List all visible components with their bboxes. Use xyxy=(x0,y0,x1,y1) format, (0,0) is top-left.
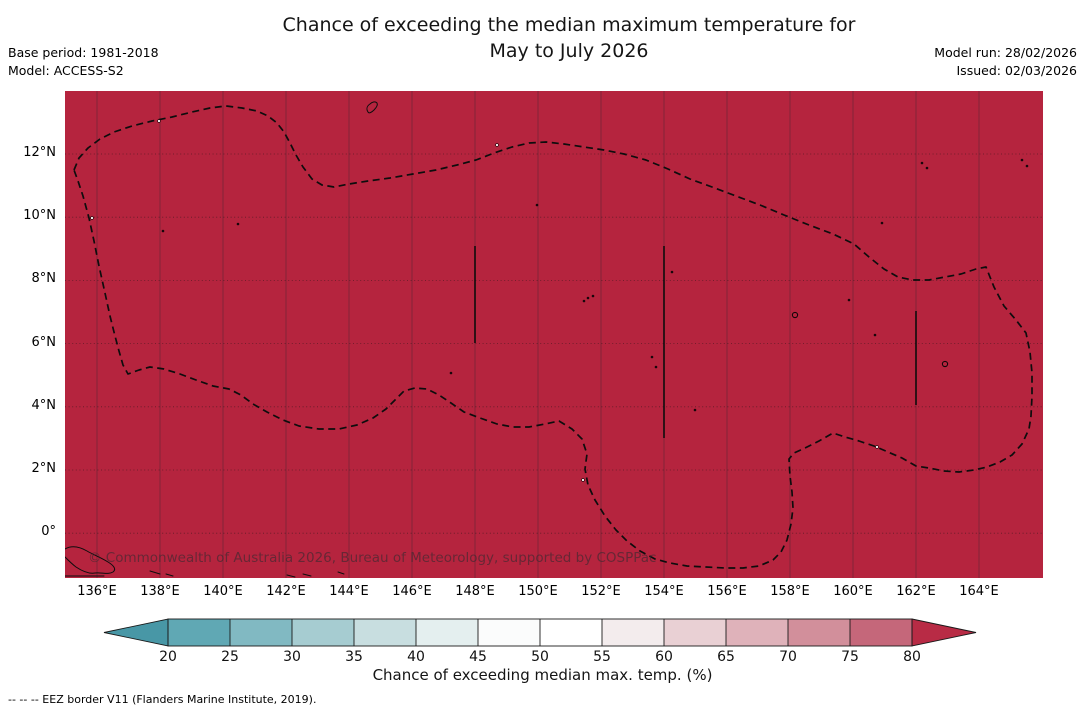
x-axis-tick-label: 158°E xyxy=(770,584,810,599)
island-dot xyxy=(670,270,674,274)
probability-map xyxy=(65,91,1043,578)
map-ocean-fill xyxy=(65,91,1043,578)
meta-right: Model run: 28/02/2026 Issued: 02/03/2026 xyxy=(934,44,1077,79)
colorbar-segment xyxy=(664,619,726,646)
island-dot xyxy=(925,166,929,170)
x-axis-tick-label: 138°E xyxy=(140,584,180,599)
colorbar-tick-label: 75 xyxy=(841,649,859,665)
island-dot xyxy=(535,203,539,207)
coastline-outline xyxy=(65,570,174,577)
island-dot xyxy=(449,371,453,375)
colorbar-tick-label: 65 xyxy=(717,649,735,665)
colorbar-segment xyxy=(602,619,664,646)
colorbar-tick-label: 60 xyxy=(655,649,673,665)
island-dot xyxy=(582,299,586,303)
colorbar-tick-label: 35 xyxy=(345,649,363,665)
model-run-text: Model run: 28/02/2026 xyxy=(934,45,1077,60)
x-axis-tick-label: 136°E xyxy=(77,584,117,599)
colorbar-segment xyxy=(292,619,354,646)
colorbar-segment xyxy=(788,619,850,646)
y-axis-tick-label: 4°N xyxy=(31,397,57,413)
issued-text: Issued: 02/03/2026 xyxy=(956,62,1078,78)
title-line-2: May to July 2026 xyxy=(489,40,649,63)
colorbar: 20 25 30 35 40 45 50 55 60 65 70 75 80 xyxy=(103,618,977,665)
x-axis-tick-label: 160°E xyxy=(833,584,873,599)
island-dot xyxy=(873,333,877,337)
island-dot xyxy=(875,445,879,449)
island-dot xyxy=(1025,164,1029,168)
base-period-text: Base period: 1981-2018 xyxy=(8,45,159,60)
colorbar-segment xyxy=(354,619,416,646)
y-axis-tick-label: 10°N xyxy=(23,208,56,224)
y-axis-tick-label: 0° xyxy=(41,524,56,540)
colorbar-tick-label: 30 xyxy=(283,649,301,665)
colorbar-tick-label: 70 xyxy=(779,649,797,665)
colorbar-tick-label: 40 xyxy=(407,649,425,665)
island-dot xyxy=(495,143,499,147)
colorbar-segment xyxy=(230,619,292,646)
model-text: Model: ACCESS-S2 xyxy=(8,62,124,78)
colorbar-segment xyxy=(850,619,912,646)
colorbar-segment xyxy=(168,619,230,646)
island-dot xyxy=(880,221,884,225)
meta-left: Base period: 1981-2018 Model: ACCESS-S2 xyxy=(8,44,159,79)
colorbar-caption: Chance of exceeding median max. temp. (%… xyxy=(372,666,713,684)
island-dot xyxy=(161,229,165,233)
y-axis-tick-label: 2°N xyxy=(31,461,57,476)
eez-source-footnote: -- -- -- EEZ border V11 (Flanders Marine… xyxy=(8,693,317,706)
colorbar-tick-label: 45 xyxy=(469,649,487,665)
x-axis-tick-label: 146°E xyxy=(392,584,432,599)
y-axis-tick-label: 8°N xyxy=(31,271,57,287)
x-axis-tick-label: 162°E xyxy=(896,584,936,599)
colorbar-segment xyxy=(540,619,602,646)
coastline-outline xyxy=(65,546,116,574)
colorbar-segment xyxy=(478,619,540,646)
island-dot xyxy=(1020,158,1024,162)
island-dot xyxy=(591,294,595,298)
x-axis-tick-label: 140°E xyxy=(203,584,243,599)
colorbar-segment xyxy=(726,619,788,646)
eez-border-dashed xyxy=(73,105,1033,569)
colorbar-tick-label: 25 xyxy=(221,649,239,665)
island-dot xyxy=(693,408,697,412)
island-dot xyxy=(90,216,94,220)
x-axis-tick-label: 152°E xyxy=(581,584,621,599)
island-ring xyxy=(941,360,949,368)
x-axis-tick-label: 150°E xyxy=(518,584,558,599)
y-axis-tick-label: 12°N xyxy=(23,145,56,160)
title-line-1: Chance of exceeding the median maximum t… xyxy=(282,14,856,36)
colorbar-tick-label: 50 xyxy=(531,649,549,665)
island-dot xyxy=(654,365,658,369)
colorbar-tick-label: 55 xyxy=(593,649,611,665)
copyright-watermark: © Commonwealth of Australia 2026, Bureau… xyxy=(88,550,657,566)
x-axis-tick-label: 156°E xyxy=(707,584,747,599)
colorbar-tick-label: 20 xyxy=(159,649,177,665)
x-axis-tick-label: 142°E xyxy=(266,584,306,599)
colorbar-tick-label: 80 xyxy=(903,649,921,665)
x-axis-tick-label: 154°E xyxy=(644,584,684,599)
island-ring xyxy=(791,311,799,319)
island-dot xyxy=(650,355,654,359)
x-axis-tick-label: 148°E xyxy=(455,584,495,599)
page-title: Chance of exceeding the median maximum t… xyxy=(80,12,1058,64)
colorbar-arrow-right xyxy=(911,618,977,647)
island-dot xyxy=(581,478,585,482)
x-axis-tick-label: 164°E xyxy=(959,584,999,599)
island-dot xyxy=(847,298,851,302)
coastline-outline xyxy=(286,571,345,578)
island-dot xyxy=(920,161,924,165)
colorbar-segment xyxy=(416,619,478,646)
island-dot xyxy=(586,296,590,300)
x-axis-tick-label: 144°E xyxy=(329,584,369,599)
island-dot xyxy=(157,119,161,123)
y-axis-tick-label: 6°N xyxy=(31,334,57,350)
island-dot xyxy=(236,222,240,226)
colorbar-arrow-left xyxy=(103,618,169,647)
coastline-outline xyxy=(366,101,378,114)
